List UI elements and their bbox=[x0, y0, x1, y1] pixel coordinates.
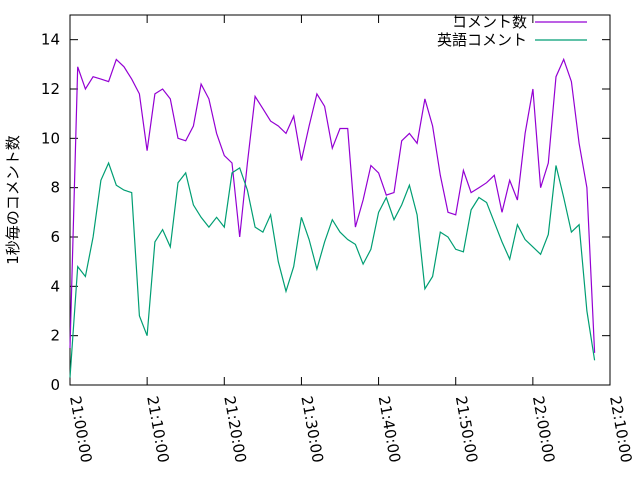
x-tick-label: 21:00:00 bbox=[66, 395, 95, 464]
y-axis-label: 1秒毎のコメント数 bbox=[4, 135, 22, 265]
legend-label: コメント数 bbox=[452, 13, 527, 31]
y-tick-label: 6 bbox=[50, 228, 60, 246]
x-tick-label: 21:40:00 bbox=[375, 395, 404, 464]
series-line bbox=[69, 57, 596, 353]
x-tick-label: 21:10:00 bbox=[143, 395, 172, 464]
y-tick-label: 0 bbox=[50, 376, 60, 394]
y-tick-label: 10 bbox=[41, 129, 60, 147]
y-tick-label: 2 bbox=[50, 327, 60, 345]
y-tick-label: 4 bbox=[50, 277, 60, 295]
x-tick-label: 21:20:00 bbox=[220, 395, 249, 464]
x-tick-label: 22:00:00 bbox=[529, 395, 558, 464]
x-tick-label: 22:10:00 bbox=[606, 395, 635, 464]
series-line bbox=[69, 161, 596, 378]
y-tick-label: 8 bbox=[50, 179, 60, 197]
plot-frame bbox=[69, 14, 611, 386]
y-tick-label: 12 bbox=[41, 80, 60, 98]
x-tick-label: 21:30:00 bbox=[297, 395, 326, 464]
legend-label: 英語コメント bbox=[437, 31, 527, 49]
x-tick-label: 21:50:00 bbox=[452, 395, 481, 464]
y-tick-label: 14 bbox=[41, 31, 60, 49]
